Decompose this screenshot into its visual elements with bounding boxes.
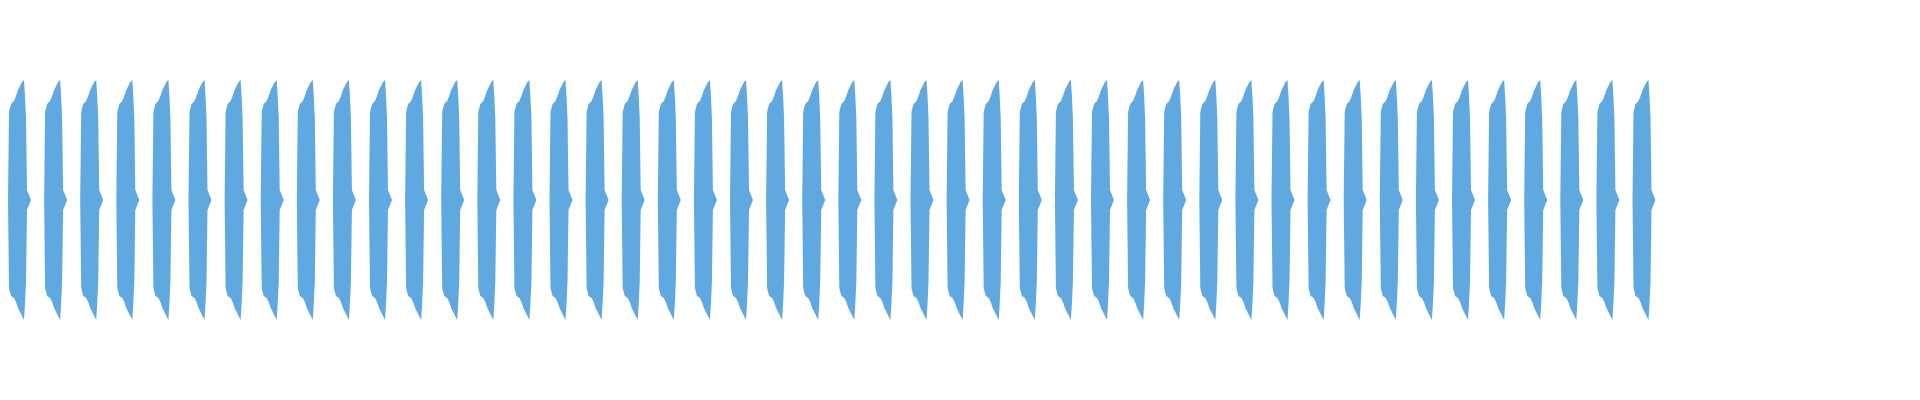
- waveform-burst: [621, 80, 645, 320]
- waveform-burst: [838, 80, 862, 320]
- waveform-burst: [1415, 80, 1439, 320]
- waveform-burst: [910, 80, 934, 320]
- waveform-burst: [477, 80, 501, 320]
- waveform-burst: [1054, 80, 1078, 320]
- waveform-burst: [1488, 80, 1512, 320]
- waveform-burst: [946, 80, 970, 320]
- waveform-burst: [1091, 80, 1114, 320]
- waveform-burst: [982, 80, 1006, 320]
- waveform-burst: [405, 80, 429, 320]
- waveform-burst: [296, 80, 320, 320]
- waveform-burst: [585, 80, 609, 320]
- waveform-burst: [1596, 80, 1620, 320]
- waveform-burst: [8, 80, 31, 320]
- waveform-burst: [766, 80, 790, 320]
- waveform-burst: [44, 80, 68, 320]
- waveform-burst: [657, 80, 681, 320]
- waveform-burst: [1632, 80, 1656, 320]
- waveform-burst: [1018, 80, 1042, 320]
- waveform-burst: [549, 80, 573, 320]
- waveform-burst: [874, 80, 898, 320]
- waveform-burst: [693, 80, 717, 320]
- waveform-burst: [1235, 80, 1259, 320]
- waveform-burst: [1452, 80, 1475, 320]
- waveform-burst: [513, 80, 537, 320]
- waveform-burst: [1524, 80, 1548, 320]
- waveform-burst: [1199, 80, 1223, 320]
- waveform-burst: [1127, 80, 1151, 320]
- waveform-burst: [802, 80, 826, 320]
- waveform-burst: [730, 80, 753, 320]
- waveform-burst: [152, 80, 176, 320]
- waveform-burst: [260, 80, 284, 320]
- waveform-burst: [441, 80, 465, 320]
- waveform-burst: [332, 80, 356, 320]
- waveform-burst: [1379, 80, 1403, 320]
- waveform-burst: [1307, 80, 1331, 320]
- waveform-burst: [1271, 80, 1295, 320]
- waveform-burst: [224, 80, 248, 320]
- waveform-burst: [1343, 80, 1367, 320]
- waveform-burst: [116, 80, 140, 320]
- waveform-burst: [1163, 80, 1187, 320]
- waveform-burst: [369, 80, 392, 320]
- waveform-burst: [188, 80, 212, 320]
- waveform-burst: [80, 80, 104, 320]
- waveform-burst: [1560, 80, 1584, 320]
